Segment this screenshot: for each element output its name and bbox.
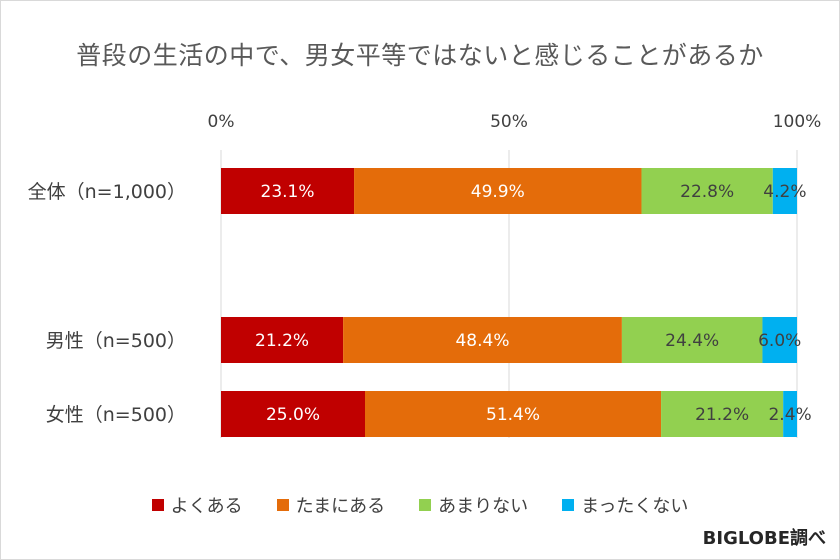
legend-item-yoku-aru: よくある	[151, 492, 243, 518]
data-label: 25.0%	[266, 405, 320, 425]
bar-segment	[661, 391, 784, 437]
legend: よくある たまにある あまりない まったくない	[0, 492, 840, 518]
bar-segment	[221, 391, 365, 437]
category-label: 男性（n=500）	[46, 330, 186, 352]
category-label: 全体（n=1,000）	[28, 181, 186, 203]
x-tick-label: 100%	[773, 112, 822, 132]
legend-item-mattaku-nai: まったくない	[562, 492, 688, 518]
data-label: 21.2%	[695, 405, 749, 425]
legend-item-amari-nai: あまりない	[419, 492, 528, 518]
legend-swatch	[419, 499, 432, 511]
bar-segment	[354, 168, 642, 214]
bar-segment	[221, 168, 355, 214]
data-label: 23.1%	[261, 182, 315, 202]
data-label: 6.0%	[758, 331, 801, 351]
data-label: 24.4%	[665, 331, 719, 351]
category-label: 女性（n=500）	[46, 404, 186, 426]
bar-segment	[772, 168, 797, 214]
legend-swatch	[562, 499, 575, 511]
bar-segment	[762, 317, 797, 363]
data-label: 48.4%	[455, 331, 509, 351]
data-label: 22.8%	[680, 182, 734, 202]
legend-label: あまりない	[438, 496, 529, 517]
legend-label: よくある	[170, 496, 243, 517]
bar-segment	[343, 317, 622, 363]
legend-swatch	[276, 499, 289, 511]
bar-segment	[783, 391, 797, 437]
legend-item-tama-ni-aru: たまにある	[276, 492, 386, 518]
bar-segment	[621, 317, 763, 363]
bar-segment	[365, 391, 662, 437]
legend-label: たまにある	[295, 496, 386, 517]
data-label: 21.2%	[255, 331, 309, 351]
chart-title: 普段の生活の中で、男女平等ではないと感じることがあるか	[76, 41, 764, 70]
data-label: 49.9%	[471, 182, 525, 202]
bar-segment	[641, 168, 773, 214]
data-label: 51.4%	[486, 405, 540, 425]
x-tick-label: 50%	[490, 112, 528, 132]
legend-label: まったくない	[581, 496, 689, 517]
legend-swatch	[151, 499, 164, 511]
bar-segment	[221, 317, 344, 363]
data-label: 2.4%	[768, 405, 811, 425]
data-label: 4.2%	[763, 182, 806, 202]
source-credit: BIGLOBE調べ	[702, 528, 826, 549]
x-tick-label: 0%	[208, 112, 235, 132]
